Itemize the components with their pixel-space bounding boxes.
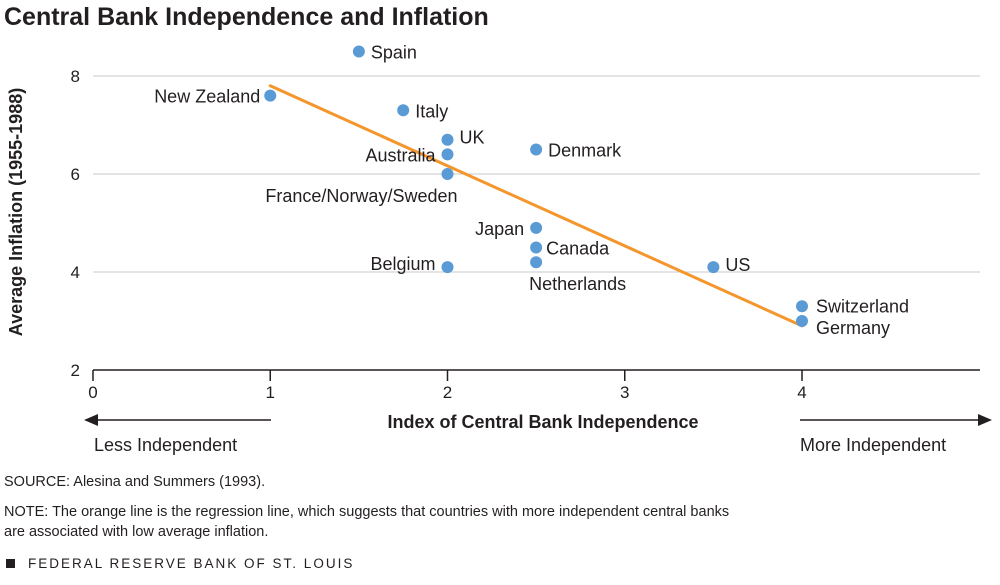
point-label-new-zealand: New Zealand	[154, 87, 260, 107]
point-italy	[397, 104, 410, 117]
point-australia	[441, 148, 454, 161]
less-independent-label: Less Independent	[94, 435, 237, 455]
point-japan	[530, 221, 543, 234]
y-tick-labels: 2 4 6 8	[71, 67, 80, 380]
point-germany	[796, 315, 808, 327]
x-tick-label: 2	[443, 383, 452, 402]
point-label-us: US	[725, 255, 750, 275]
y-axis-title: Average Inflation (1955-1988)	[6, 88, 26, 336]
note-line-2: are associated with low average inflatio…	[4, 524, 268, 540]
point-label-uk: UK	[460, 128, 485, 148]
point-new-zealand	[264, 89, 277, 102]
point-belgium	[441, 261, 454, 274]
chart-title: Central Bank Independence and Inflation	[4, 3, 489, 31]
point-label-france-norway-sweden: France/Norway/Sweden	[265, 186, 457, 206]
point-netherlands	[530, 256, 543, 269]
x-axis-title: Index of Central Bank Independence	[387, 412, 698, 432]
point-label-germany: Germany	[816, 318, 890, 338]
point-label-canada: Canada	[546, 239, 610, 259]
point-label-belgium: Belgium	[370, 254, 435, 274]
point-france-norway-sweden	[441, 168, 454, 180]
point-label-switzerland: Switzerland	[816, 296, 909, 316]
point-label-australia: Australia	[365, 145, 436, 165]
point-label-japan: Japan	[475, 219, 524, 239]
point-uk	[441, 133, 454, 146]
x-tick-label: 4	[797, 383, 806, 402]
regression-line	[268, 84, 804, 328]
x-tick-label: 0	[88, 383, 97, 402]
point-label-italy: Italy	[415, 101, 448, 121]
point-label-spain: Spain	[371, 43, 417, 63]
note-line-1: NOTE: The orange line is the regression …	[4, 504, 729, 520]
less-independent-arrow	[84, 414, 271, 426]
y-tick-label: 2	[71, 361, 80, 380]
source-note: SOURCE: Alesina and Summers (1993).	[4, 474, 265, 490]
point-label-netherlands: Netherlands	[529, 274, 626, 294]
more-independent-label: More Independent	[800, 435, 946, 455]
point-us	[707, 261, 720, 274]
footer-square-icon	[6, 559, 15, 568]
regression-line-group	[268, 84, 804, 328]
data-points	[264, 45, 808, 327]
point-denmark	[530, 143, 543, 156]
x-tick-labels: 0 1 2 3 4	[88, 370, 807, 402]
x-tick-label: 3	[620, 383, 629, 402]
gridlines	[93, 75, 980, 273]
x-tick-label: 1	[266, 383, 275, 402]
point-label-denmark: Denmark	[548, 141, 622, 161]
more-independent-arrow	[800, 414, 992, 426]
point-canada	[530, 241, 543, 254]
y-tick-label: 6	[71, 165, 80, 184]
y-tick-label: 8	[71, 67, 80, 86]
footer-text: FEDERAL RESERVE BANK OF ST. LOUIS	[28, 556, 354, 571]
point-labels: Spain New Zealand Italy UK Denmark Australia F…	[154, 43, 909, 339]
point-spain	[352, 45, 365, 58]
y-tick-label: 4	[71, 263, 80, 282]
point-switzerland	[796, 300, 808, 313]
